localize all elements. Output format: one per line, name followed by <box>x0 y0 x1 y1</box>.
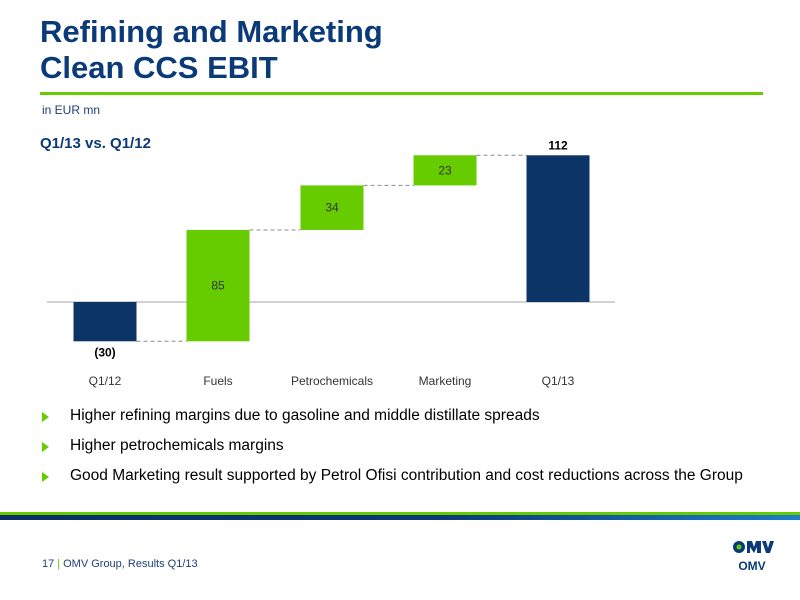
data-label: 85 <box>211 279 225 293</box>
waterfall-bar <box>526 155 590 302</box>
footer: 17 | OMV Group, Results Q1/13 <box>42 558 198 570</box>
category-label: Fuels <box>203 374 232 388</box>
page-number: 17 <box>42 558 55 570</box>
bullet-item: Good Marketing result supported by Petro… <box>42 466 762 486</box>
title-underline <box>40 92 763 95</box>
footer-separator: | <box>57 558 61 570</box>
logo-text: OMV <box>738 559 765 573</box>
bullet-arrow-icon <box>42 472 49 482</box>
data-label: 23 <box>438 163 452 177</box>
waterfall-chart: (30) Q1/12 85 Fuels 34 Petrochemicals 23 Market… <box>47 138 615 388</box>
data-label: 112 <box>548 138 568 152</box>
bullet-arrow-icon <box>42 442 49 452</box>
footer-text: OMV Group, Results Q1/13 <box>63 558 198 570</box>
page-title: Refining and Marketing Clean CCS EBIT <box>40 14 383 86</box>
omv-logo-icon: OMV <box>733 541 774 573</box>
bullet-arrow-icon <box>42 412 49 422</box>
category-label: Q1/13 <box>542 374 575 388</box>
data-label: 34 <box>325 201 339 215</box>
bullet-text: Good Marketing result supported by Petro… <box>70 467 743 484</box>
waterfall-bar <box>300 185 364 230</box>
waterfall-bar <box>186 229 250 342</box>
category-label: Q1/12 <box>89 374 122 388</box>
chart-subtitle: Q1/13 vs. Q1/12 <box>40 135 151 152</box>
category-label: Petrochemicals <box>291 374 373 388</box>
footer-green-band <box>0 512 800 515</box>
waterfall-bar <box>73 302 137 342</box>
bullet-text: Higher refining margins due to gasoline … <box>70 407 540 424</box>
data-label: (30) <box>94 345 115 359</box>
bullet-item: Higher refining margins due to gasoline … <box>42 406 762 426</box>
footer-blue-band <box>0 515 800 520</box>
page-title-line-2: Clean CCS EBIT <box>40 50 278 85</box>
waterfall-bar <box>413 155 477 186</box>
page-title-line-1: Refining and Marketing <box>40 14 383 49</box>
unit-label: in EUR mn <box>42 103 101 117</box>
category-label: Marketing <box>419 374 472 388</box>
bullet-text: Higher petrochemicals margins <box>70 437 284 454</box>
bullet-item: Higher petrochemicals margins <box>42 436 762 456</box>
bullet-list: Higher refining margins due to gasoline … <box>42 406 762 496</box>
